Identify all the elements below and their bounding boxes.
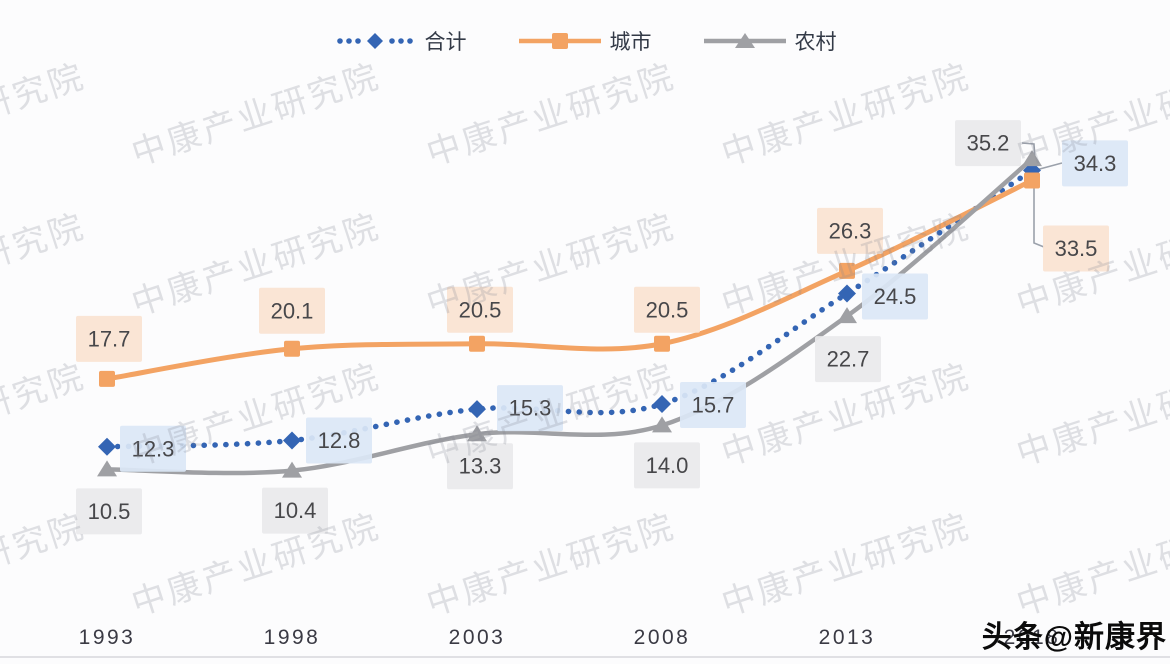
urban-data-label: 20.5: [459, 297, 502, 322]
rural-legend-marker-icon: [703, 33, 786, 48]
rural-triangle-marker: [97, 460, 117, 477]
total-diamond-marker: [838, 284, 856, 303]
legend-label-total: 合计: [424, 31, 467, 54]
rural-triangle-marker: [1022, 150, 1042, 167]
legend-item-urban: 城市: [518, 26, 652, 56]
urban-legend-marker-icon: [518, 33, 601, 49]
rural-data-label: 35.2: [967, 131, 1010, 156]
toutiao-watermark: 头条@新康界: [981, 621, 1167, 654]
urban-square-marker: [654, 335, 670, 352]
rural-data-label-bg: [815, 336, 881, 383]
rural-data-label: 10.4: [274, 498, 317, 523]
x-axis-label-2018: 2018: [1004, 626, 1061, 649]
rural-data-label: 14.0: [646, 453, 689, 478]
rural-data-label-bg: [447, 443, 513, 490]
rural-data-label: 13.3: [459, 454, 502, 479]
total-data-label: 24.5: [874, 284, 917, 309]
urban-square-marker: [99, 370, 115, 387]
urban-data-label-bg: [76, 315, 142, 362]
rural-triangle-marker: [837, 307, 857, 324]
urban-data-label: 20.5: [646, 297, 689, 322]
x-axis-label-2008: 2008: [634, 626, 691, 649]
x-axis-label-1993: 1993: [79, 626, 136, 649]
urban-square-marker: [1024, 172, 1040, 189]
x-axis-label-2013: 2013: [819, 626, 876, 649]
urban-data-label: 17.7: [88, 326, 131, 351]
rural-data-label-bg: [262, 487, 328, 534]
urban-data-label-bg: [1043, 225, 1109, 272]
total-diamond-marker: [98, 437, 116, 456]
urban-square-marker: [284, 340, 300, 357]
legend: 合计 城市 农村: [0, 26, 1170, 56]
total-diamond-marker: [283, 431, 301, 450]
urban-data-label-bg: [817, 207, 883, 254]
total-data-label: 34.3: [1074, 151, 1117, 176]
total-data-label-bg: [120, 425, 186, 472]
rural-data-label: 22.7: [827, 347, 870, 372]
legend-label-urban: 城市: [609, 31, 652, 54]
total-data-label: 15.3: [509, 396, 552, 421]
total-diamond-marker: [653, 395, 671, 414]
urban-line: [104, 177, 1035, 382]
total-data-label: 12.3: [132, 436, 175, 461]
x-axis-label-1998: 1998: [264, 626, 321, 649]
total-legend-marker-icon: [336, 33, 413, 49]
urban-data-label: 26.3: [829, 218, 872, 243]
urban-label-leader-line: [1033, 184, 1045, 248]
total-data-label: 12.8: [318, 428, 361, 453]
rural-data-label: 10.5: [88, 499, 131, 524]
rural-data-label-bg: [76, 488, 142, 535]
legend-item-total: 合计: [334, 26, 467, 56]
rural-triangle-marker: [652, 416, 672, 433]
total-diamond-marker: [468, 400, 486, 419]
urban-data-label-bg: [634, 286, 700, 333]
rural-triangle-marker: [282, 461, 302, 478]
x-axis-label-2003: 2003: [449, 626, 506, 649]
total-data-label-bg: [680, 382, 746, 429]
total-data-label: 15.7: [692, 393, 735, 418]
urban-data-label: 20.1: [271, 298, 314, 323]
total-data-label-bg: [306, 417, 372, 464]
rural-triangle-marker: [467, 425, 487, 442]
total-data-label-bg: [862, 273, 928, 320]
legend-item-rural: 农村: [703, 26, 837, 56]
urban-data-label-bg: [447, 286, 513, 333]
total-label-leader-line: [1035, 162, 1063, 171]
urban-square-marker: [839, 262, 855, 279]
urban-data-label-bg: [259, 287, 325, 334]
total-data-label-bg: [497, 385, 563, 432]
urban-square-marker: [469, 335, 485, 352]
total-data-label-bg: [1062, 140, 1128, 187]
urban-data-label: 33.5: [1055, 236, 1098, 261]
rural-data-label-bg: [634, 442, 700, 489]
legend-label-rural: 农村: [794, 31, 837, 54]
rural-data-label-bg: [955, 120, 1021, 167]
